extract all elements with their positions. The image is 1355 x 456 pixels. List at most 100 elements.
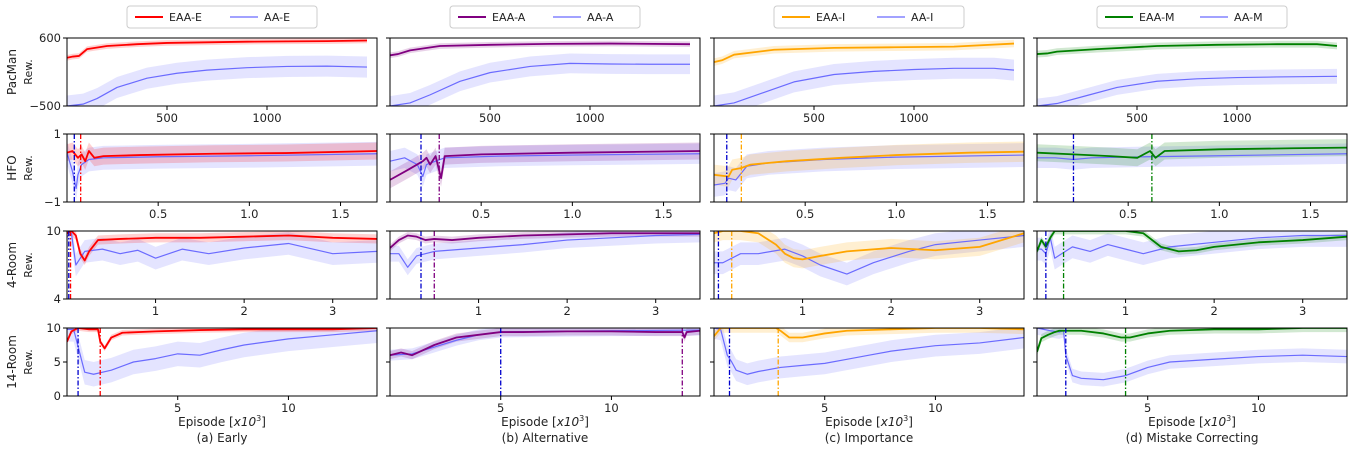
- row-label: PacMan: [5, 49, 19, 95]
- x-tick-label: 1000: [1222, 111, 1251, 125]
- x-label-main: Episode [: [1148, 415, 1204, 429]
- panel-4-Room-2: 1 2 3: [710, 230, 1025, 318]
- eaa-series-line: [67, 231, 377, 262]
- y-tick-label: 10: [46, 321, 61, 335]
- subfigure-caption: (d) Mistake Correcting: [1126, 431, 1259, 445]
- x-label-exp: 3: [256, 414, 261, 423]
- x-tick-label: 10: [281, 401, 296, 415]
- x-tick-label: 0.5: [1119, 207, 1137, 221]
- subfigure-caption: (a) Early: [197, 431, 248, 445]
- aa-series-line: [67, 232, 377, 266]
- x-tick-label: 2: [240, 304, 247, 318]
- panel-14-Room-2: 5 10 Episode [x103] (c) Importance: [710, 327, 1025, 445]
- y-tick-label: 600: [39, 31, 61, 45]
- y-axis-label: Rew.: [22, 349, 35, 374]
- x-tick-label: 10: [1251, 401, 1266, 415]
- axes-frame: [66, 133, 378, 203]
- panel-4-Room-3: 1 2 3: [1033, 230, 1348, 318]
- x-label-end: ]: [908, 415, 913, 429]
- x-tick-label: 2: [563, 304, 570, 318]
- x-label-unit: x10: [1203, 415, 1227, 429]
- legend-1: EAA-A AA-A: [449, 5, 641, 29]
- eaa-series-line: [67, 39, 368, 59]
- panel-PacMan-2: 500 1000: [710, 37, 1025, 125]
- panel-PacMan-0: 500 1000 −500 600: [29, 31, 378, 125]
- x-tick-label: 1: [799, 304, 806, 318]
- aa-band: [390, 53, 690, 106]
- legend-label: AA-I: [911, 11, 933, 24]
- x-tick-label: 1.5: [331, 207, 349, 221]
- x-label-main: Episode [: [501, 415, 557, 429]
- eaa-series-line: [714, 150, 1024, 178]
- eaa-series-line: [1037, 328, 1347, 353]
- aa-band: [390, 231, 700, 276]
- x-label-unit: x10: [233, 415, 257, 429]
- row-label: 4-Room: [5, 242, 19, 288]
- axes-frame: [66, 230, 378, 300]
- x-tick-label: 5: [821, 401, 828, 415]
- axes-frame: [1036, 37, 1348, 107]
- aa-band: [714, 231, 1024, 286]
- x-tick-label: 0.5: [796, 207, 814, 221]
- row-label: 14-Room: [5, 335, 19, 389]
- panel-HFO-1: 0.5 1.0 1.5: [386, 133, 701, 221]
- x-axis-label: Episode [x103]: [178, 414, 266, 429]
- axes-frame: [389, 133, 701, 203]
- eaa-series-line: [390, 42, 691, 57]
- x-tick-label: 500: [479, 111, 501, 125]
- x-tick-label: 10: [928, 401, 943, 415]
- x-tick-label: 1.5: [978, 207, 996, 221]
- panel-HFO-2: 0.5 1.0 1.5: [710, 133, 1025, 221]
- x-tick-label: 5: [497, 401, 504, 415]
- x-tick-label: 2: [887, 304, 894, 318]
- legend-label: AA-M: [1234, 11, 1263, 24]
- axes-frame: [389, 37, 701, 107]
- aa-series-line: [390, 62, 690, 106]
- eaa-band: [1037, 328, 1347, 356]
- legend-frame: [126, 5, 318, 29]
- axes-frame: [66, 37, 378, 107]
- aa-series-line: [390, 233, 700, 268]
- panel-HFO-0: 0.5 1.0 1.5 −1 1: [44, 127, 378, 221]
- x-label-end: ]: [584, 415, 589, 429]
- x-tick-label: 1.0: [1210, 207, 1228, 221]
- x-tick-label: 3: [652, 304, 659, 318]
- y-tick-label: 1: [54, 127, 61, 141]
- y-tick-label: −1: [44, 195, 61, 209]
- x-tick-label: 3: [976, 304, 983, 318]
- eaa-series-line: [1037, 231, 1347, 253]
- panel-4-Room-1: 1 2 3: [386, 230, 701, 318]
- x-tick-label: 500: [1126, 111, 1148, 125]
- x-tick-label: 1000: [252, 111, 281, 125]
- eaa-series-line: [67, 150, 377, 163]
- x-tick-label: 3: [329, 304, 336, 318]
- y-tick-label: 4: [54, 292, 61, 306]
- legend-label: EAA-E: [169, 11, 202, 24]
- x-label-exp: 3: [1226, 414, 1231, 423]
- axes-frame: [713, 230, 1025, 300]
- eaa-band: [67, 231, 377, 265]
- legend-frame: [1096, 5, 1288, 29]
- axes-frame: [1036, 133, 1348, 203]
- eaa-band: [390, 231, 700, 252]
- panel-PacMan-1: 500 1000: [386, 37, 701, 125]
- axes-frame: [713, 37, 1025, 107]
- aa-band: [714, 57, 1014, 106]
- x-tick-label: 1.5: [1301, 207, 1319, 221]
- aa-band: [67, 55, 367, 106]
- eaa-series-line: [1037, 43, 1338, 55]
- x-tick-label: 1: [1122, 304, 1129, 318]
- aa-band: [714, 328, 1024, 386]
- x-label-unit: x10: [556, 415, 580, 429]
- x-tick-label: 1000: [575, 111, 604, 125]
- panel-PacMan-3: 500 1000: [1033, 37, 1348, 125]
- x-tick-label: 1.0: [887, 207, 905, 221]
- legend-0: EAA-E AA-E: [126, 5, 318, 29]
- x-axis-label: Episode [x103]: [825, 414, 913, 429]
- eaa-series-line: [390, 150, 700, 181]
- eaa-series-line: [1037, 146, 1347, 159]
- legend-frame: [773, 5, 965, 29]
- x-label-end: ]: [261, 415, 266, 429]
- eaa-band: [67, 328, 377, 352]
